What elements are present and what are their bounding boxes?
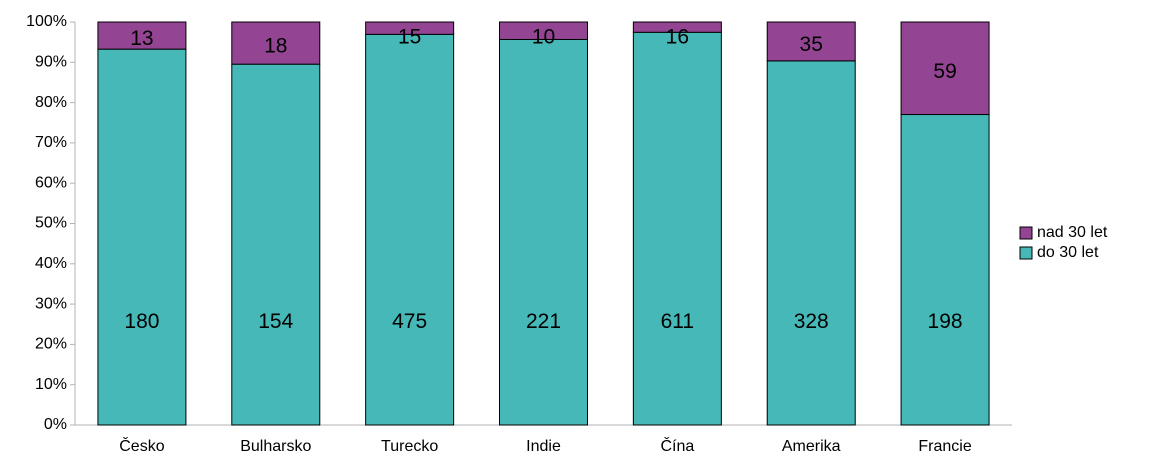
data-label: 180 xyxy=(124,310,159,333)
bar-segment xyxy=(766,21,856,62)
y-tick-label: 50% xyxy=(35,215,67,232)
data-label: 13 xyxy=(130,27,153,50)
bar-segment xyxy=(231,21,321,65)
data-label: 18 xyxy=(264,35,287,58)
x-tick-label: Turecko xyxy=(381,438,438,455)
y-tick-label: 100% xyxy=(26,13,67,30)
x-tick-label: Francie xyxy=(918,438,971,455)
bar-segment xyxy=(231,63,321,426)
data-label: 35 xyxy=(800,33,823,56)
y-tick-label: 60% xyxy=(35,174,67,191)
y-tick-label: 20% xyxy=(35,336,67,353)
y-tick-label: 10% xyxy=(35,376,67,393)
data-label: 475 xyxy=(392,310,427,333)
data-label: 154 xyxy=(258,310,293,333)
bar-segment xyxy=(365,33,455,426)
bar-segment xyxy=(766,60,856,426)
x-tick-label: Indie xyxy=(526,438,561,455)
data-label: 198 xyxy=(928,310,963,333)
bar-segment xyxy=(900,21,990,116)
bar-segment xyxy=(632,21,722,33)
data-label: 10 xyxy=(532,26,555,49)
data-label: 15 xyxy=(398,26,421,49)
y-tick-label: 90% xyxy=(35,54,67,71)
legend-label: do 30 let xyxy=(1037,244,1099,261)
bar-segment xyxy=(499,21,588,40)
bar-segment xyxy=(97,48,187,426)
bar-segment xyxy=(97,21,187,50)
data-label: 221 xyxy=(526,310,561,333)
y-tick-label: 30% xyxy=(35,295,67,312)
x-tick-label: Česko xyxy=(119,436,164,455)
y-tick-label: 40% xyxy=(35,255,67,272)
legend-label: nad 30 let xyxy=(1037,224,1108,241)
bar-segment xyxy=(365,21,455,35)
legend-swatch xyxy=(1019,246,1033,260)
bar-segment xyxy=(499,38,588,426)
bar-segment xyxy=(900,114,990,426)
data-label: 16 xyxy=(666,26,689,49)
data-label: 59 xyxy=(933,60,956,83)
x-tick-label: Amerika xyxy=(782,438,841,455)
y-tick-label: 70% xyxy=(35,134,67,151)
bar-segment xyxy=(632,31,722,426)
x-tick-label: Čína xyxy=(660,436,694,455)
x-tick-label: Bulharsko xyxy=(240,438,311,455)
y-tick-label: 80% xyxy=(35,94,67,111)
data-label: 328 xyxy=(794,310,829,333)
data-label: 611 xyxy=(661,310,694,333)
legend-swatch xyxy=(1019,226,1033,240)
y-tick-label: 0% xyxy=(44,416,67,433)
